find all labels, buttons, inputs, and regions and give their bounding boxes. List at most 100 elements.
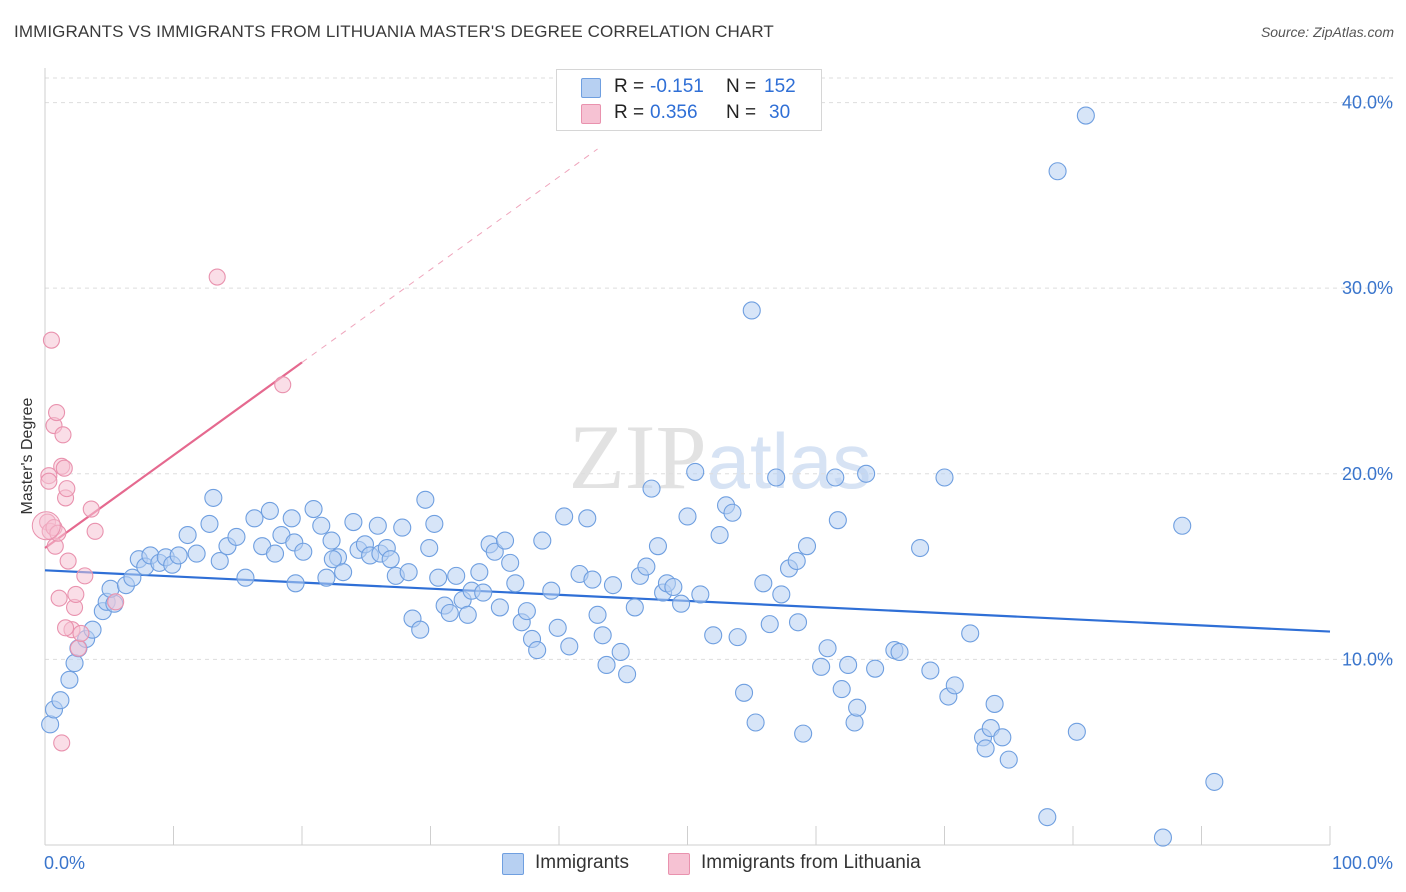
immigrants-point <box>555 507 574 526</box>
legend-n-value: 152 <box>764 76 796 97</box>
immigrants-point <box>999 750 1018 769</box>
legend-n-label: N = <box>726 76 757 97</box>
immigrants-point <box>760 615 779 634</box>
immigrants-point <box>495 531 515 550</box>
y-axis-label: Master's Degree <box>19 397 36 514</box>
immigrants-point <box>691 585 710 604</box>
legend-r-value: -0.151 <box>650 76 704 97</box>
immigrants-point <box>588 605 607 624</box>
immigrants-point <box>742 301 761 320</box>
lithuania-point <box>58 480 76 498</box>
immigrants-point <box>1173 516 1192 535</box>
immigrants-point <box>921 661 940 680</box>
x-tick-label-min: 0.0% <box>44 853 85 873</box>
bottom-legend-label: Immigrants from Lithuania <box>701 852 921 873</box>
immigrants-point <box>672 594 691 613</box>
lithuania-point <box>274 376 292 394</box>
lithuania-trend-line <box>44 361 303 549</box>
immigrants-point <box>294 542 313 561</box>
immigrants-point <box>945 676 964 695</box>
immigrants-point <box>178 525 197 545</box>
lithuania-trend-extension <box>301 148 598 363</box>
immigrants-point <box>204 488 223 507</box>
immigrants-point <box>501 553 520 572</box>
immigrants-point <box>935 468 954 487</box>
immigrants-point <box>597 655 616 675</box>
immigrants-point <box>65 654 84 673</box>
immigrants-point <box>1076 106 1095 125</box>
y-tick-label: 20.0% <box>1342 464 1393 484</box>
immigrants-points <box>41 106 1224 847</box>
immigrants-point <box>282 509 301 528</box>
legend-n-label: N = <box>726 102 757 123</box>
immigrants-point <box>517 602 536 621</box>
immigrants-point <box>828 511 847 530</box>
immigrants-point <box>976 739 995 758</box>
immigrants-point <box>754 574 773 593</box>
axes <box>44 68 1331 846</box>
immigrants-point <box>1048 162 1067 181</box>
immigrants-point <box>485 542 504 561</box>
immigrants-point <box>818 639 837 658</box>
immigrants-point <box>533 531 552 550</box>
immigrants-point <box>169 546 188 565</box>
lithuania-point <box>59 552 77 570</box>
immigrants-point <box>245 509 264 528</box>
lithuania-point <box>107 593 125 611</box>
legend-swatch-blue <box>581 78 601 98</box>
immigrants-point <box>857 464 876 483</box>
immigrants-point <box>440 603 459 623</box>
immigrants-point <box>1067 722 1086 741</box>
immigrants-point <box>368 516 387 535</box>
immigrants-point <box>490 598 509 617</box>
lithuania-point <box>69 639 87 657</box>
immigrants-point <box>317 568 336 587</box>
immigrants-point <box>51 691 70 710</box>
lithuania-point <box>67 585 85 603</box>
immigrants-point <box>678 507 697 526</box>
immigrants-point <box>411 620 430 639</box>
lithuania-point <box>55 459 73 477</box>
legend-r-value: 0.356 <box>650 102 698 123</box>
immigrants-point <box>528 641 547 660</box>
immigrants-point <box>686 462 705 481</box>
immigrants-point <box>420 538 439 558</box>
immigrants-point <box>985 694 1004 713</box>
bottom-legend-label: Immigrants <box>535 852 629 873</box>
immigrants-point <box>506 574 525 593</box>
immigrants-point <box>848 698 867 717</box>
immigrants-point <box>890 642 909 662</box>
watermark-zip: ZIP <box>569 406 707 508</box>
immigrants-point <box>797 537 817 556</box>
immigrants-point <box>728 628 747 647</box>
legend-r-label: R = <box>614 102 645 123</box>
immigrants-point <box>425 514 444 533</box>
tick-labels: 10.0% 20.0% 30.0% 40.0% 0.0% 100.0% <box>44 93 1393 873</box>
immigrants-point <box>260 501 279 520</box>
immigrants-point <box>839 655 858 675</box>
immigrants-point <box>41 715 60 734</box>
immigrants-point <box>474 583 493 602</box>
y-tick-label: 10.0% <box>1342 649 1393 669</box>
immigrants-point <box>787 551 806 571</box>
immigrants-point <box>210 551 229 571</box>
immigrants-point <box>704 626 723 645</box>
legend-r-label: R = <box>614 76 645 97</box>
immigrants-point <box>560 637 579 656</box>
immigrants-point <box>458 605 477 624</box>
immigrants-point <box>1153 828 1172 847</box>
immigrants-point <box>429 568 448 587</box>
bottom-legend-swatch-pink <box>668 853 690 875</box>
immigrants-point <box>625 598 644 617</box>
immigrants-point <box>123 568 142 587</box>
immigrants-point <box>227 527 246 546</box>
immigrants-point <box>648 537 667 556</box>
immigrants-point <box>187 544 206 563</box>
lithuania-point <box>72 624 90 642</box>
immigrants-point <box>911 538 930 558</box>
immigrants-point <box>548 618 567 637</box>
source-label: Source: ZipAtlas.com <box>1260 24 1394 40</box>
immigrants-point <box>826 468 845 487</box>
immigrants-point <box>416 490 435 509</box>
immigrants-point <box>746 713 765 732</box>
